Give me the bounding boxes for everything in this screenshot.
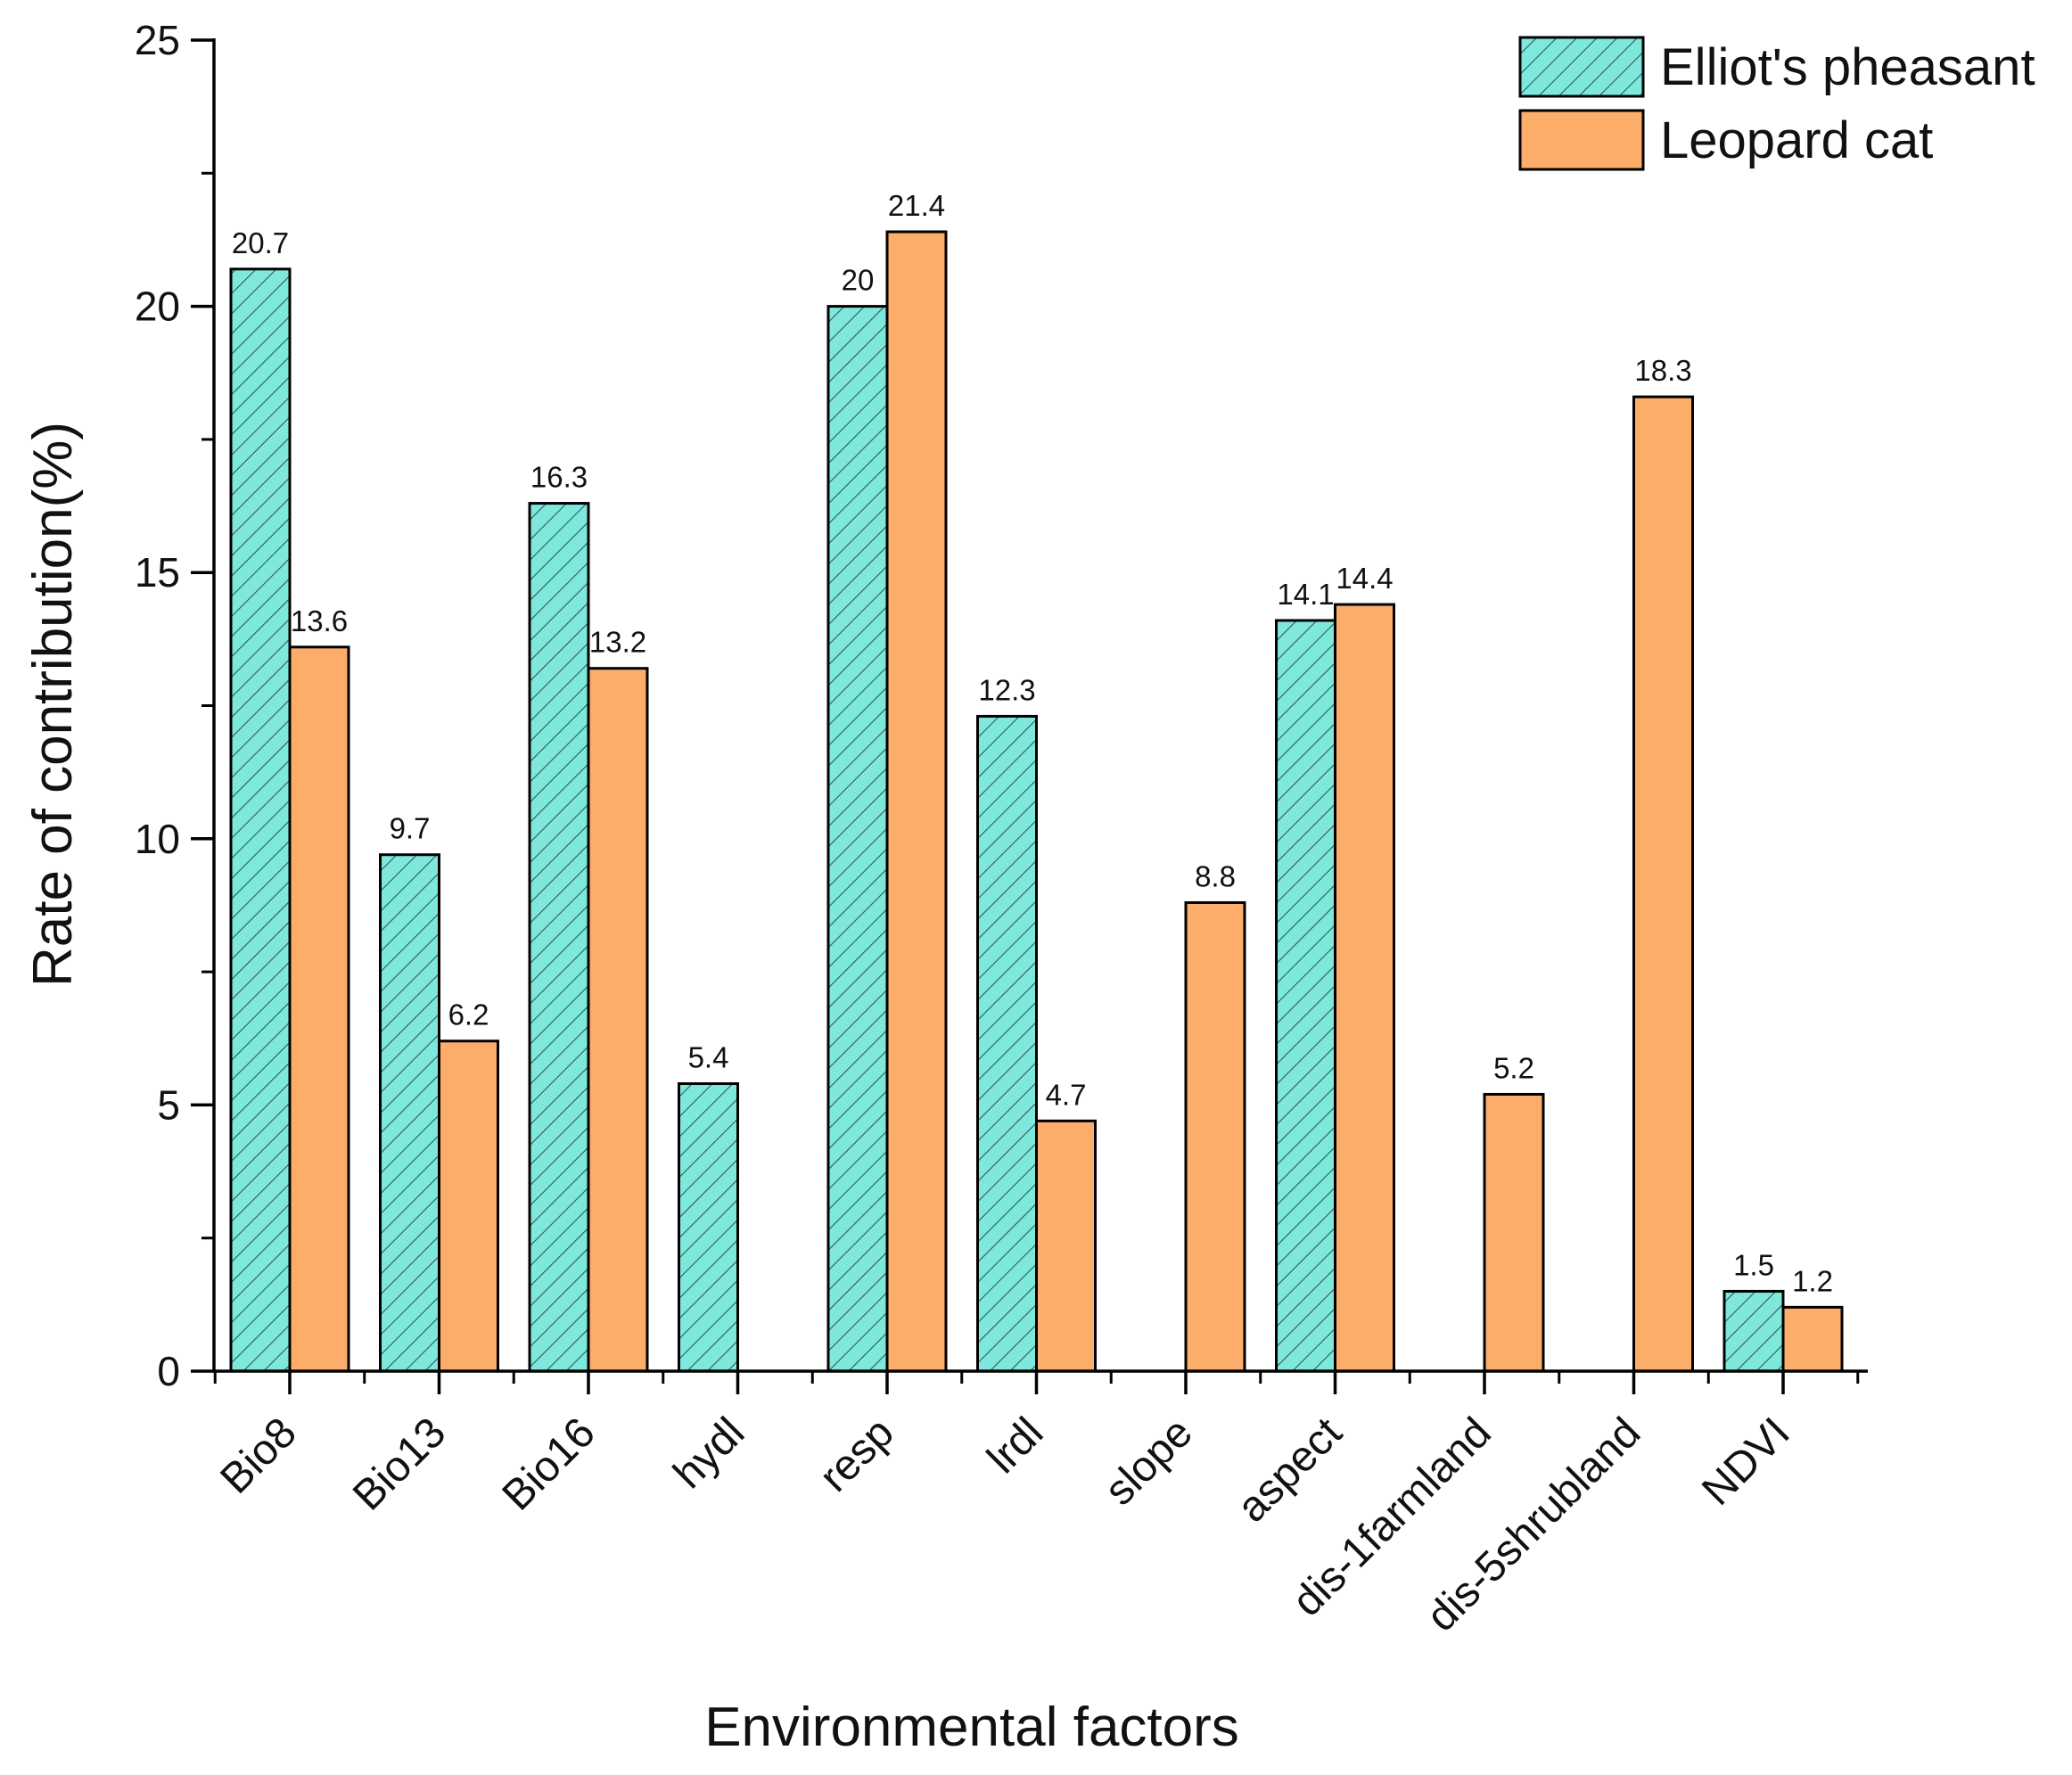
x-tick-label: Bio13 bbox=[344, 1409, 455, 1519]
bar-leopard-cat-bio13 bbox=[438, 1040, 499, 1373]
x-tick-label: NDVI bbox=[1693, 1409, 1799, 1515]
bar-leopard-cat-resp bbox=[885, 230, 948, 1373]
x-tick-label: Bio8 bbox=[211, 1409, 305, 1502]
x-tick-label: slope bbox=[1096, 1409, 1202, 1515]
data-label: 5.2 bbox=[1493, 1051, 1534, 1084]
data-label: 6.2 bbox=[448, 998, 489, 1031]
data-label: 14.4 bbox=[1336, 562, 1393, 595]
bar-leopard-cat-lrdl bbox=[1035, 1119, 1097, 1373]
data-label: 13.2 bbox=[589, 626, 646, 659]
data-label: 9.7 bbox=[390, 812, 431, 845]
x-tick-label: aspect bbox=[1229, 1409, 1351, 1531]
x-tick-label: hydl bbox=[665, 1409, 754, 1498]
bar-leopard-cat-ndvi bbox=[1781, 1305, 1844, 1373]
axes-layer bbox=[191, 38, 1868, 1394]
bars-layer bbox=[229, 230, 1844, 1373]
bar-leopard-cat-bio16 bbox=[587, 667, 649, 1373]
y-axis-title: Rate of contribution(%) bbox=[22, 422, 84, 987]
y-tick-label: 15 bbox=[135, 549, 180, 596]
data-label: 20 bbox=[842, 264, 875, 297]
data-label: 16.3 bbox=[530, 461, 588, 494]
data-label: 18.3 bbox=[1634, 354, 1691, 387]
bar-elliots-pheasant-aspect bbox=[1275, 619, 1336, 1373]
data-label: 1.2 bbox=[1792, 1264, 1833, 1297]
legend-label: Elliot's pheasant bbox=[1660, 38, 2035, 96]
bar-leopard-cat-dis-1farmland bbox=[1483, 1092, 1545, 1373]
data-label: 20.7 bbox=[232, 226, 289, 259]
x-tick-label: Bio16 bbox=[493, 1409, 604, 1519]
bar-elliots-pheasant-resp bbox=[826, 305, 889, 1373]
bar-leopard-cat-aspect bbox=[1334, 603, 1395, 1373]
data-label: 14.1 bbox=[1277, 578, 1334, 611]
bar-elliots-pheasant-hydl bbox=[678, 1082, 739, 1373]
data-label: 12.3 bbox=[978, 673, 1035, 706]
bar-elliots-pheasant-bio16 bbox=[528, 502, 590, 1373]
data-label: 4.7 bbox=[1046, 1078, 1087, 1111]
y-tick-label: 25 bbox=[135, 17, 180, 63]
x-axis-title: Environmental factors bbox=[704, 1697, 1239, 1758]
data-label: 1.5 bbox=[1733, 1248, 1774, 1281]
bar-elliots-pheasant-bio8 bbox=[229, 267, 292, 1373]
bar-leopard-cat-bio8 bbox=[288, 645, 350, 1373]
bar-leopard-cat-slope bbox=[1184, 900, 1246, 1373]
data-label: 5.4 bbox=[688, 1041, 729, 1074]
legend-swatch-elliots-pheasant bbox=[1518, 36, 1645, 98]
y-tick-label: 10 bbox=[135, 816, 180, 862]
x-tick-label: lrdl bbox=[979, 1409, 1053, 1483]
bar-elliots-pheasant-ndvi bbox=[1723, 1289, 1785, 1373]
x-tick-label: resp bbox=[810, 1409, 903, 1501]
y-tick-label: 5 bbox=[157, 1081, 180, 1128]
data-label: 13.6 bbox=[291, 604, 348, 637]
bar-elliots-pheasant-lrdl bbox=[976, 714, 1038, 1373]
legend-label: Leopard cat bbox=[1660, 111, 1933, 169]
legend-swatch-leopard-cat bbox=[1518, 109, 1645, 171]
bar-elliots-pheasant-bio13 bbox=[379, 853, 440, 1373]
y-tick-label: 20 bbox=[135, 284, 180, 330]
data-label: 8.8 bbox=[1195, 859, 1236, 892]
bar-leopard-cat-dis-5shrubland bbox=[1632, 395, 1694, 1373]
data-label: 21.4 bbox=[888, 189, 945, 222]
y-tick-label: 0 bbox=[157, 1348, 180, 1394]
legend: Elliot's pheasant Leopard cat bbox=[1518, 36, 2035, 171]
